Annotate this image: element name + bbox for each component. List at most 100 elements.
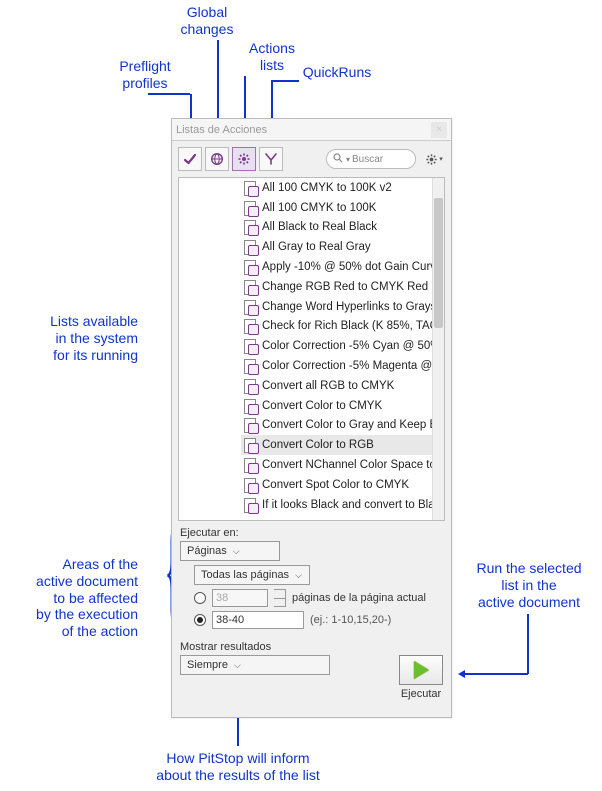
offset-suffix-label: páginas de la página actual xyxy=(292,592,426,604)
list-item[interactable]: Change Word Hyperlinks to Grayscale (bas… xyxy=(241,297,432,317)
global-changes-button[interactable] xyxy=(205,147,229,171)
arrow-preflight-h xyxy=(148,93,190,95)
list-item-label: Convert Spot Color to CMYK xyxy=(262,479,409,491)
action-list-icon xyxy=(243,458,257,472)
radio-range[interactable] xyxy=(194,614,206,626)
action-list-icon xyxy=(243,498,257,512)
list-item[interactable]: All 100 CMYK to 100K v2 xyxy=(241,178,432,198)
settings-menu-button[interactable]: ▾ xyxy=(423,148,445,170)
list-item[interactable]: Apply -10% @ 50% dot Gain Curve to all S… xyxy=(241,257,432,277)
list-item[interactable]: Color Correction -5% Magenta @ 50% on C.… xyxy=(241,356,432,376)
callout-quickruns: QuickRuns xyxy=(297,64,377,81)
list-item[interactable]: Change RGB Red to CMYK Red xyxy=(241,277,432,297)
chevron-down-icon: ⌵ xyxy=(234,660,241,671)
offset-spinner[interactable] xyxy=(274,589,286,607)
list-item-label: Convert Color to RGB xyxy=(262,439,374,451)
list-item[interactable]: Convert all RGB to CMYK xyxy=(241,376,432,396)
arrow-run-v xyxy=(527,614,529,674)
list-item[interactable]: Check for Rich Black (K 85%, TAC 280%) xyxy=(241,317,432,337)
preflight-profiles-button[interactable] xyxy=(178,147,202,171)
search-placeholder: Buscar xyxy=(352,154,383,165)
titlebar: Listas de Acciones × xyxy=(172,119,451,141)
list-item-label: Apply -10% @ 50% dot Gain Curve to all S… xyxy=(262,261,432,273)
action-list-icon xyxy=(243,418,257,432)
results-combo[interactable]: Siempre ⌵ xyxy=(180,655,330,675)
window-title: Listas de Acciones xyxy=(176,124,431,136)
list-item-label: Change RGB Red to CMYK Red xyxy=(262,281,428,293)
callout-results: How PitStop will informabout the results… xyxy=(128,750,348,784)
list-item[interactable]: All Black to Real Black xyxy=(241,218,432,238)
action-list-icon xyxy=(243,181,257,195)
list-item[interactable]: Convert NChannel Color Space to DeviceN xyxy=(241,455,432,475)
list-item[interactable]: Color Correction -5% Cyan @ 50% on CMY..… xyxy=(241,336,432,356)
range-input[interactable]: 38-40 xyxy=(212,611,304,629)
list-item-label: If it looks Black and convert to Black xyxy=(262,499,432,511)
callout-areas: Areas of theactive documentto be affecte… xyxy=(18,556,138,640)
list-item-label: Convert Color to CMYK xyxy=(262,400,382,412)
close-button[interactable]: × xyxy=(431,122,447,138)
action-list-icon xyxy=(243,438,257,452)
callout-preflight: Preflightprofiles xyxy=(110,58,180,92)
action-list-icon xyxy=(243,359,257,373)
search-input[interactable]: ▾ Buscar xyxy=(326,149,416,169)
ejecutar-en-label: Ejecutar en: xyxy=(180,527,443,539)
list-item-label: Change Word Hyperlinks to Grayscale (bas… xyxy=(262,301,432,313)
action-list-icon xyxy=(243,240,257,254)
run-button[interactable] xyxy=(399,655,443,685)
list-item[interactable]: Convert Spot Color to CMYK xyxy=(241,475,432,495)
range-example-label: (ej.: 1-10,15,20-) xyxy=(310,614,391,626)
action-list-icon xyxy=(243,280,257,294)
pages-combo[interactable]: Todas las páginas ⌵ xyxy=(194,565,310,585)
action-list-icon xyxy=(243,478,257,492)
list-item-label: Color Correction -5% Magenta @ 50% on C.… xyxy=(262,360,432,372)
offset-input[interactable]: 38 xyxy=(212,589,268,607)
run-scope-controls: Páginas ⌵ Todas las páginas ⌵ 38 páginas… xyxy=(172,541,451,639)
action-list-pane: All 100 CMYK to 100K v2 All 100 CMYK to 1… xyxy=(178,177,445,521)
toolbar: ▾ Buscar ▾ xyxy=(172,141,451,177)
action-list-icon xyxy=(243,220,257,234)
callout-run: Run the selectedlist in theactive docume… xyxy=(464,560,594,610)
scope-combo[interactable]: Páginas ⌵ xyxy=(180,541,280,561)
action-lists-dialog: Listas de Acciones × ▾ Buscar ▾ All 1 xyxy=(171,118,452,718)
list-item[interactable]: Convert Color to CMYK xyxy=(241,396,432,416)
list-item[interactable]: All 100 CMYK to 100K xyxy=(241,198,432,218)
scrollbar[interactable] xyxy=(432,178,444,520)
arrow-quickruns-h xyxy=(271,80,299,82)
action-list-icon xyxy=(243,319,257,333)
radio-offset[interactable] xyxy=(194,592,206,604)
results-combo-value: Siempre xyxy=(187,659,228,671)
action-list-icon xyxy=(243,339,257,353)
action-list-icon xyxy=(243,260,257,274)
action-list-icon xyxy=(243,300,257,314)
action-list-icon xyxy=(243,201,257,215)
list-item[interactable]: Convert Color to RGB xyxy=(241,435,432,455)
list-item[interactable]: Convert Color to Gray and Keep Black Tex… xyxy=(241,416,432,436)
action-list-icon xyxy=(243,399,257,413)
arrow-run-head xyxy=(458,670,465,678)
run-button-label: Ejecutar xyxy=(399,688,443,700)
actions-lists-button[interactable] xyxy=(232,147,256,171)
list-item-label: Convert Color to Gray and Keep Black Tex… xyxy=(262,419,432,431)
mostrar-label: Mostrar resultados xyxy=(180,641,443,653)
arrow-run-h xyxy=(465,673,528,675)
list-item-label: All 100 CMYK to 100K xyxy=(262,202,376,214)
callout-global: Globalchanges xyxy=(172,4,242,38)
list-item-label: All 100 CMYK to 100K v2 xyxy=(262,182,392,194)
list-item-label: Check for Rich Black (K 85%, TAC 280%) xyxy=(262,320,432,332)
chevron-down-icon: ⌵ xyxy=(233,546,240,557)
quickruns-button[interactable] xyxy=(259,147,283,171)
list-item-label: All Gray to Real Gray xyxy=(262,241,371,253)
list-item-label: All Black to Real Black xyxy=(262,221,377,233)
action-list-icon xyxy=(243,379,257,393)
list-item[interactable]: All Gray to Real Gray xyxy=(241,237,432,257)
search-icon xyxy=(333,153,343,166)
callout-lists: Lists availablein the systemfor its runn… xyxy=(18,313,138,363)
list-item-label: Color Correction -5% Cyan @ 50% on CMY..… xyxy=(262,340,432,352)
pages-combo-value: Todas las páginas xyxy=(201,569,289,581)
callout-actions: Actionslists xyxy=(242,40,302,74)
list-item-label: Convert NChannel Color Space to DeviceN xyxy=(262,459,432,471)
scrollbar-thumb[interactable] xyxy=(434,198,443,328)
list-item-label: Convert all RGB to CMYK xyxy=(262,380,394,392)
list-item[interactable]: If it looks Black and convert to Black xyxy=(241,495,432,515)
chevron-down-icon: ⌵ xyxy=(295,570,302,581)
